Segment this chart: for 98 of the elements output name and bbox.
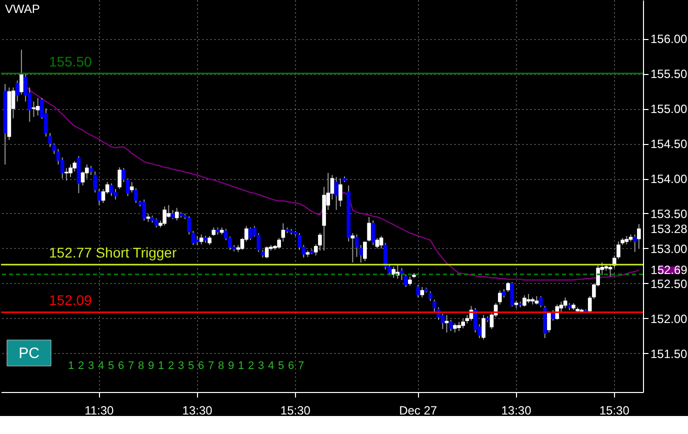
candlestick bbox=[363, 241, 367, 262]
candlestick bbox=[195, 235, 200, 246]
candlestick bbox=[36, 98, 40, 116]
candlestick bbox=[367, 216, 371, 242]
candlestick bbox=[264, 246, 269, 259]
candlestick bbox=[354, 234, 359, 258]
candlestick bbox=[379, 235, 384, 249]
annotation: 9 bbox=[228, 360, 234, 372]
annotation: 9 bbox=[148, 360, 154, 372]
annotation: 6 bbox=[118, 360, 124, 372]
candlestick bbox=[632, 234, 637, 252]
candlestick bbox=[68, 164, 72, 178]
annotation: 6 bbox=[198, 360, 204, 372]
annotation: 7 bbox=[208, 360, 214, 372]
candlestick bbox=[428, 290, 432, 302]
annotation: 7 bbox=[298, 360, 304, 372]
candlestick bbox=[538, 296, 543, 308]
candlestick bbox=[371, 220, 376, 246]
annotation: 1 bbox=[68, 360, 74, 372]
candlestick bbox=[510, 282, 514, 308]
ref-line-label: 155.50 bbox=[49, 54, 92, 70]
candlestick bbox=[482, 314, 486, 340]
candlestick bbox=[420, 286, 424, 298]
annotation: 5 bbox=[278, 360, 284, 372]
y-tick-label: 151.50 bbox=[650, 347, 688, 361]
annotation: 2 bbox=[78, 360, 84, 372]
candlestick bbox=[608, 264, 612, 277]
candlestick bbox=[551, 310, 555, 322]
text: 153.28 bbox=[650, 222, 688, 236]
candlestick bbox=[334, 176, 338, 210]
annotation: 5 bbox=[188, 360, 194, 372]
candlestick bbox=[522, 294, 526, 308]
candlestick bbox=[444, 314, 449, 333]
candlestick bbox=[248, 227, 252, 241]
candlestick bbox=[392, 266, 396, 278]
y-tick-label: 154.50 bbox=[650, 137, 688, 151]
annotation: 1 bbox=[238, 360, 244, 372]
x-tick-label: 15:30 bbox=[280, 404, 311, 418]
candlestick bbox=[526, 294, 530, 304]
ref-line-label: 152.09 bbox=[49, 292, 92, 308]
annotation: 3 bbox=[88, 360, 94, 372]
y-tick-label: 153.00 bbox=[650, 242, 688, 256]
x-tick-label: 13:30 bbox=[182, 404, 213, 418]
annotation: 2 bbox=[248, 360, 254, 372]
annotation: 8 bbox=[218, 360, 224, 372]
candlestick bbox=[338, 178, 342, 207]
annotation: 6 bbox=[288, 360, 294, 372]
candlestick bbox=[563, 297, 568, 308]
candlestick bbox=[154, 218, 158, 228]
annotation: 7 bbox=[128, 360, 134, 372]
ref-line-label: 152.77 Short Trigger bbox=[49, 244, 177, 261]
candlestick bbox=[461, 318, 465, 329]
candlestick bbox=[547, 311, 551, 333]
annotation: 3 bbox=[178, 360, 184, 372]
annotation: 4 bbox=[268, 360, 274, 372]
x-tick-label: 11:30 bbox=[84, 404, 114, 418]
y-tick-label: 152.00 bbox=[650, 312, 688, 326]
candlestick bbox=[416, 284, 420, 298]
y-tick-label: 152.50 bbox=[650, 277, 688, 291]
y-tick-label: 155.00 bbox=[650, 102, 688, 116]
annotation: 4 bbox=[98, 360, 104, 372]
candlestick bbox=[208, 235, 212, 246]
candlestick bbox=[448, 319, 453, 332]
candlestick bbox=[350, 232, 355, 263]
candlestick bbox=[80, 171, 85, 186]
candlestick bbox=[174, 207, 179, 221]
candlestick bbox=[118, 166, 122, 190]
annotation: 2 bbox=[168, 360, 174, 372]
candlestick bbox=[408, 276, 412, 286]
y-tick-label: 156.00 bbox=[650, 32, 688, 46]
x-tick-label: Dec 27 bbox=[399, 404, 438, 418]
candlestick bbox=[457, 322, 461, 332]
candlestick bbox=[101, 188, 106, 204]
candlestick bbox=[453, 322, 457, 333]
y-tick-label: 153.50 bbox=[650, 207, 688, 221]
annotation: 8 bbox=[138, 360, 144, 372]
candlestick bbox=[199, 234, 204, 245]
annotation: 3 bbox=[258, 360, 264, 372]
annotation: 1 bbox=[158, 360, 164, 372]
candlestick bbox=[637, 224, 641, 249]
candlestick bbox=[498, 290, 502, 305]
annotation: 5 bbox=[108, 360, 114, 372]
data-label: 152.69 bbox=[650, 263, 688, 278]
candlestick bbox=[32, 101, 36, 118]
y-tick-label: 154.00 bbox=[650, 172, 688, 186]
candlestick bbox=[142, 199, 146, 221]
candlestick bbox=[122, 168, 126, 182]
candlestick bbox=[126, 178, 130, 196]
annotation: PC bbox=[18, 345, 40, 362]
y-tick-label: 155.50 bbox=[650, 67, 688, 81]
candlestick bbox=[110, 182, 114, 196]
x-tick-label: 15:30 bbox=[599, 404, 630, 418]
candlestick bbox=[404, 274, 408, 288]
candlestick bbox=[162, 206, 166, 226]
candlestick bbox=[64, 168, 68, 182]
x-tick-label: 13:30 bbox=[501, 404, 532, 418]
candlestick bbox=[375, 238, 380, 249]
chart-title: VWAP bbox=[5, 2, 40, 16]
